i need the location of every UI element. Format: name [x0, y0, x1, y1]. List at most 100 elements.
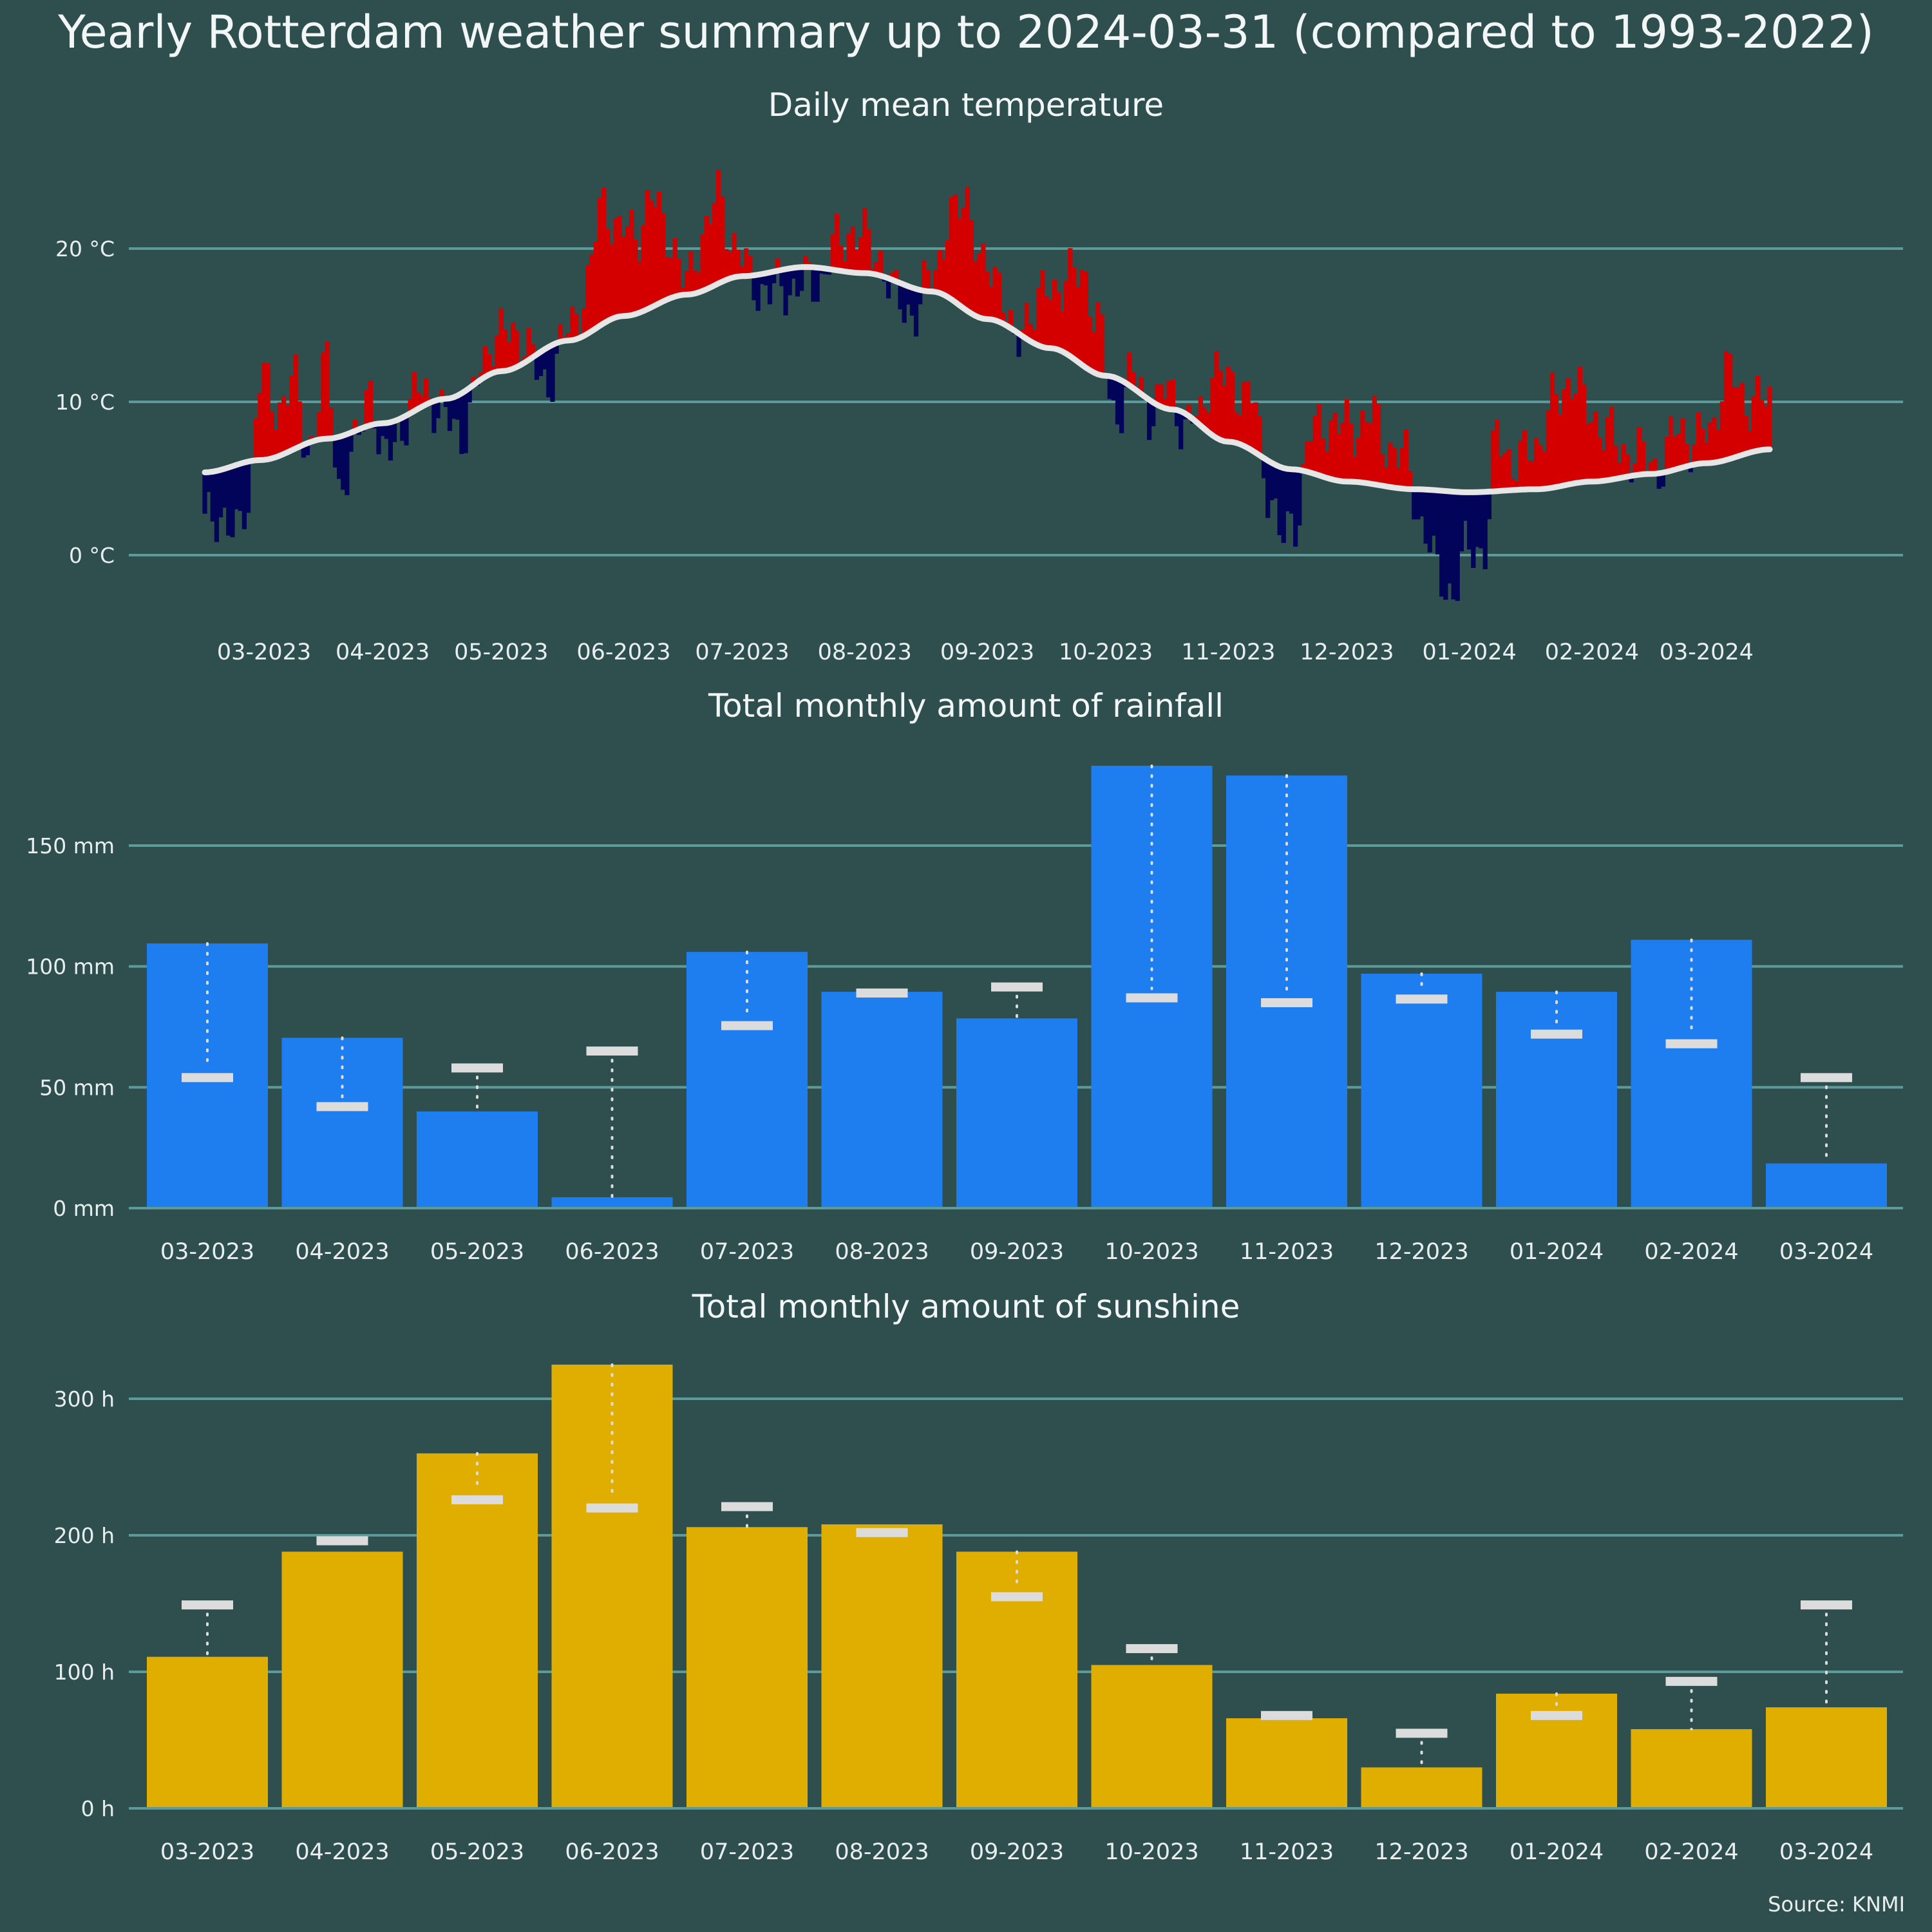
temperature-day-bar [1261, 458, 1267, 478]
temperature-day-bar [261, 363, 267, 460]
temperature-day-bar [1589, 422, 1595, 482]
temperature-day-bar [305, 443, 310, 455]
temperature-day-bar [1044, 296, 1049, 348]
temperature-day-bar [1099, 314, 1104, 375]
temperature-day-bar [218, 469, 223, 518]
temperature-day-bar [1056, 292, 1061, 350]
temperature-day-bar [1222, 386, 1227, 442]
temperature-day-bar [202, 472, 207, 514]
rainfall-y-tick-label: 100 mm [26, 954, 115, 980]
temperature-day-bar [345, 434, 350, 495]
rainfall-y-axis: 0 mm 50 mm 100 mm 150 mm [26, 833, 115, 1221]
temperature-day-bar [1569, 399, 1575, 484]
temperature-day-bar [1079, 269, 1084, 365]
temperature-day-bar [925, 270, 931, 292]
temperature-day-bar [341, 435, 346, 490]
temperature-y-tick-label: 0 °C [69, 543, 115, 568]
temperature-day-bar [1463, 492, 1468, 521]
temperature-day-bar [854, 249, 860, 273]
temperature-day-bar [1435, 490, 1441, 554]
sunshine-y-tick-label: 100 h [54, 1660, 115, 1685]
temperature-day-bar [1336, 433, 1341, 481]
temperature-day-bar [652, 207, 658, 306]
temperature-day-bar [831, 234, 836, 270]
temperature-day-bar [463, 390, 468, 453]
temperature-day-bar [1281, 468, 1286, 544]
temperature-day-bar [1586, 424, 1591, 482]
temperature-day-bar [898, 283, 903, 310]
temperature-day-bar [1716, 430, 1721, 462]
temperature-day-bar [487, 354, 492, 375]
temperature-day-bar [1052, 279, 1057, 349]
temperature-day-bar [1388, 442, 1393, 488]
temperature-x-tick-label: 03-2023 [217, 639, 311, 665]
temperature-day-bar [913, 289, 919, 337]
temperature-day-bar [1680, 418, 1685, 468]
temperature-day-bar [1245, 381, 1251, 448]
temperature-day-bar [1672, 437, 1678, 470]
temperature-day-bar [1581, 384, 1587, 482]
temperature-day-bar [744, 248, 749, 276]
temperature-day-bar [1202, 407, 1208, 430]
temperature-day-bar [1617, 462, 1622, 478]
sunshine-bar [1631, 1729, 1752, 1808]
temperature-day-bar [1107, 376, 1112, 399]
temperature-day-bar [589, 254, 594, 331]
temperature-day-bar [795, 267, 800, 297]
sunshine-x-tick-label: 10-2023 [1104, 1839, 1198, 1865]
rainfall-y-tick-label: 50 mm [39, 1075, 115, 1100]
temperature-day-bar [637, 261, 642, 313]
temperature-day-bar [258, 393, 263, 460]
temperature-day-bar [1719, 401, 1725, 461]
rainfall-normal-marker [1396, 994, 1448, 1004]
temperature-day-bar [368, 381, 374, 426]
temperature-day-bar [1502, 453, 1508, 491]
sunshine-normal-marker [991, 1592, 1043, 1602]
temperature-day-bar [1751, 395, 1757, 452]
temperature-day-bar [447, 398, 453, 431]
temperature-day-bar [467, 388, 472, 403]
temperature-day-bar [1273, 465, 1278, 498]
temperature-day-bar [352, 420, 357, 431]
temperature-day-bar [1621, 444, 1626, 478]
temperature-day-bar [1732, 387, 1737, 458]
temperature-day-bar [1119, 380, 1124, 433]
temperature-day-bar [1443, 491, 1448, 600]
temperature-day-bar [439, 389, 444, 399]
rainfall-bar [417, 1111, 538, 1208]
rainfall-bar [1631, 940, 1752, 1208]
temperature-day-bar [676, 259, 681, 296]
temperature-day-bar [601, 187, 607, 323]
sunshine-x-tick-label: 12-2023 [1374, 1839, 1468, 1865]
rainfall-bar [1226, 775, 1347, 1208]
temperature-day-bar [1684, 444, 1689, 467]
temperature-day-bar [1554, 394, 1559, 488]
temperature-day-bar [1427, 489, 1432, 553]
temperature-day-bar [1305, 441, 1310, 472]
temperature-day-bar [965, 187, 970, 311]
temperature-day-bar [1064, 281, 1069, 354]
temperature-day-bar [1095, 302, 1101, 375]
temperature-day-bar [1526, 460, 1531, 489]
temperature-day-bar [1542, 452, 1547, 489]
temperature-y-tick-label: 10 °C [55, 390, 115, 415]
temperature-gridlines [129, 247, 1903, 556]
temperature-day-bar [1518, 440, 1524, 490]
temperature-day-bar [815, 267, 820, 302]
temperature-day-bar [922, 260, 927, 291]
temperature-day-bar [281, 396, 287, 454]
temperature-day-bar [661, 213, 666, 301]
temperature-day-bar [772, 271, 777, 283]
temperature-day-bar [1633, 463, 1638, 475]
temperature-day-bar [846, 233, 851, 272]
temperature-day-bar [1233, 412, 1239, 443]
temperature-day-bar [526, 327, 531, 360]
temperature-day-bar [1759, 400, 1765, 450]
temperature-day-bar [325, 341, 330, 439]
temperature-day-bar [1530, 461, 1535, 489]
temperature-day-bar [265, 363, 270, 460]
temperature-day-bar [1226, 366, 1231, 442]
temperature-day-bar [724, 249, 729, 280]
temperature-day-bar [254, 418, 259, 460]
temperature-day-bar [1743, 415, 1748, 454]
